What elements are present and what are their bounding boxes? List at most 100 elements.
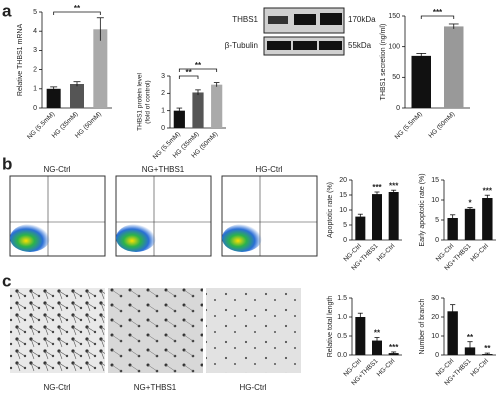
significance-label: ** xyxy=(186,68,193,77)
y-tick-label: 50 xyxy=(392,74,400,81)
band xyxy=(268,16,288,24)
y-tick-label: 0 xyxy=(33,105,37,112)
y-tick-label: 1.5 xyxy=(337,295,347,302)
y-tick-label: 3 xyxy=(161,73,165,80)
micrographs: NG-Ctrl NG+THBS1 HG-Ctrl xyxy=(10,288,301,392)
y-tick-label: 10 xyxy=(339,207,347,214)
y-tick-label: 3 xyxy=(33,47,37,54)
significance-label: *** xyxy=(372,183,382,192)
flow-plot: NG-Ctrl xyxy=(9,165,106,257)
bar xyxy=(355,216,366,240)
bar xyxy=(93,29,108,109)
y-tick-label: 0 xyxy=(343,237,347,244)
y-tick-label: 100 xyxy=(388,44,400,51)
x-tick-label: HG (50mM) xyxy=(427,111,456,140)
y-axis-label: Relative THBS1 mRNA xyxy=(17,24,24,97)
y-tick-label: 0 xyxy=(161,125,165,132)
bar xyxy=(372,340,382,355)
micrograph xyxy=(10,288,105,373)
y-axis-label: Early apoptotic rate (%) xyxy=(419,173,426,246)
y-axis-label: THBS1 protein level xyxy=(137,73,144,131)
y-axis-label: THBS1 secretion (ng/ml) xyxy=(380,24,387,101)
bar xyxy=(192,92,204,128)
bar xyxy=(388,192,399,240)
significance-label: *** xyxy=(483,186,493,195)
y-tick-label: 2 xyxy=(161,90,165,97)
x-tick-label: HG-Ctrl xyxy=(376,242,397,263)
blot-row-label: β-Tubulin xyxy=(225,41,258,50)
y-tick-label: 30 xyxy=(431,295,439,302)
band xyxy=(267,41,291,50)
x-tick-label: HG-Ctrl xyxy=(469,242,490,263)
x-tick-label: HG-Ctrl xyxy=(469,357,490,378)
significance-bracket xyxy=(178,75,199,79)
y-tick-label: 20 xyxy=(339,177,347,184)
significance-label: ** xyxy=(467,333,474,342)
significance-bracket xyxy=(420,15,455,19)
bar xyxy=(482,198,493,240)
y-tick-label: 150 xyxy=(388,13,400,20)
micrograph xyxy=(206,288,301,373)
micrograph-caption: NG+THBS1 xyxy=(134,383,177,392)
y-axis-label: Relative total length xyxy=(327,296,334,358)
significance-label: ** xyxy=(484,344,491,353)
micrograph-caption: HG-Ctrl xyxy=(239,383,266,392)
micrograph xyxy=(108,288,203,373)
bar xyxy=(173,110,185,128)
micrograph-caption: NG-Ctrl xyxy=(43,383,70,392)
blot-size: 55kDa xyxy=(348,41,372,50)
blot-row-label: THBS1 xyxy=(232,15,258,24)
bar xyxy=(372,194,382,240)
western-blot: THBS1 β-Tubulin 170kDa 55kDa xyxy=(225,7,376,56)
bar xyxy=(211,84,223,128)
panel-label: c xyxy=(2,271,11,290)
y-tick-label: 10 xyxy=(431,333,439,340)
cell-cluster xyxy=(222,224,262,252)
y-tick-label: 0 xyxy=(435,237,439,244)
significance-label: ** xyxy=(74,4,81,13)
y-tick-label: 1.0 xyxy=(337,314,347,321)
significance-label: *** xyxy=(389,343,399,352)
significance-label: * xyxy=(468,199,472,208)
significance-bracket xyxy=(178,68,218,72)
x-tick-label: NG (5.5mM) xyxy=(394,111,424,141)
blot-size: 170kDa xyxy=(348,15,376,24)
y-axis-label: Number of branch xyxy=(419,298,426,354)
y-tick-label: 15 xyxy=(339,192,347,199)
flow-title: NG-Ctrl xyxy=(43,165,70,174)
panel-label: b xyxy=(2,154,12,173)
bar xyxy=(464,208,476,240)
bar xyxy=(46,88,61,108)
flow-plot: HG-Ctrl xyxy=(221,165,318,257)
bar xyxy=(444,26,464,108)
x-tick-label: HG-Ctrl xyxy=(376,357,397,378)
y-tick-label: 5 xyxy=(343,222,347,229)
significance-label: ** xyxy=(195,61,202,70)
band xyxy=(294,14,316,25)
band xyxy=(293,41,317,50)
y-tick-label: 0.0 xyxy=(337,352,347,359)
bar xyxy=(411,55,431,108)
y-tick-label: 15 xyxy=(431,177,439,184)
bar xyxy=(355,317,366,355)
significance-label: *** xyxy=(433,8,443,17)
significance-label: ** xyxy=(374,329,381,338)
significance-bracket xyxy=(53,11,101,15)
y-tick-label: 5 xyxy=(33,9,37,16)
y-tick-label: 2 xyxy=(33,66,37,73)
y-axis-label: Apoptotic rate (%) xyxy=(327,182,334,238)
y-axis-label: (fold of control) xyxy=(145,80,152,123)
flow-title: NG+THBS1 xyxy=(142,165,185,174)
band xyxy=(319,41,342,50)
flow-plot: NG+THBS1 xyxy=(115,165,212,257)
band xyxy=(320,13,342,25)
y-tick-label: 0.5 xyxy=(337,333,347,340)
flow-plots: NG-Ctrl NG+THBS1 HG-Ctrl xyxy=(9,165,318,257)
y-tick-label: 0 xyxy=(435,352,439,359)
flow-title: HG-Ctrl xyxy=(255,165,282,174)
y-tick-label: 0 xyxy=(396,105,400,112)
bar xyxy=(70,84,84,108)
y-tick-label: 1 xyxy=(161,108,165,115)
y-tick-label: 5 xyxy=(435,217,439,224)
